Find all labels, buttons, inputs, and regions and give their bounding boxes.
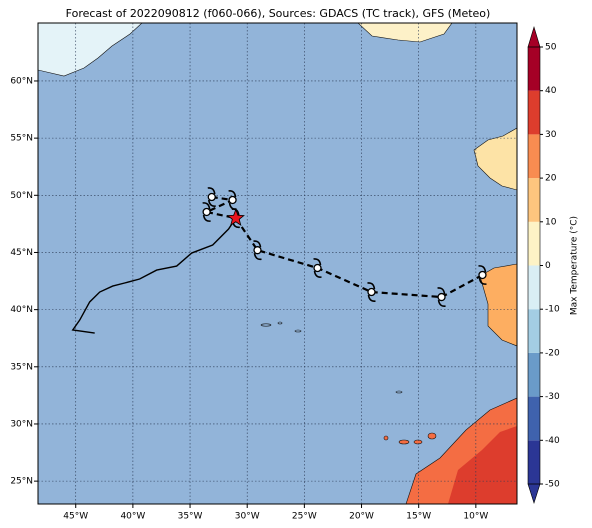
colorbar-tick-label: -50 — [545, 480, 560, 490]
colorbar-swatch — [528, 396, 540, 441]
y-tick-label: 30°N — [10, 419, 33, 429]
colorbar-tick-label: 30 — [545, 130, 557, 140]
colorbar-swatch — [528, 440, 540, 484]
colorbar-tick-label: 0 — [545, 261, 551, 271]
colorbar-swatch — [528, 352, 540, 397]
storm-arm — [253, 240, 262, 261]
y-tick-label: 40°N — [10, 305, 33, 315]
storm-symbol — [437, 287, 446, 307]
colorbar-swatch — [528, 134, 540, 179]
colorbar-swatch — [528, 309, 540, 353]
land — [38, 23, 517, 504]
colorbar-tick-label: 40 — [545, 86, 557, 96]
storm-symbol — [253, 240, 262, 261]
storm-eye — [478, 270, 487, 280]
storm-arm — [313, 258, 322, 278]
africa-hot — [448, 426, 517, 504]
storm-eye — [228, 195, 237, 205]
storm-arm — [437, 287, 446, 307]
current-position — [226, 208, 245, 226]
colorbar-tick-label: 50 — [545, 43, 557, 53]
storm-symbol — [207, 187, 216, 207]
ireland-uk — [473, 127, 517, 191]
colorbar-swatch — [528, 178, 540, 222]
ocean — [38, 23, 517, 504]
x-tick-label: 15°W — [406, 512, 431, 522]
colorbar-tick-label: -10 — [545, 305, 560, 315]
storm-symbol — [313, 258, 322, 278]
storm-eye — [207, 192, 216, 202]
colorbar-extend-low — [527, 483, 541, 504]
y-tick-label: 35°N — [10, 362, 33, 372]
x-tick-label: 10°W — [463, 512, 488, 522]
colorbar-swatch — [528, 47, 540, 91]
storm-symbol — [478, 265, 487, 285]
storm-symbol — [367, 282, 376, 302]
colorbar-swatch — [528, 90, 540, 135]
colorbar-tick-label: -40 — [545, 436, 560, 446]
y-tick-label: 60°N — [10, 76, 33, 86]
y-tick-label: 25°N — [10, 477, 33, 487]
storm-arm — [202, 202, 211, 222]
y-tick-label: 55°N — [10, 134, 33, 144]
colorbar-tick-label: -20 — [545, 348, 560, 358]
colorbar-tick-label: 10 — [545, 217, 557, 227]
colorbar-extend-high — [527, 25, 541, 48]
storm-eye — [367, 287, 376, 297]
storm-eye — [202, 207, 211, 217]
storm-arm — [207, 187, 216, 207]
storm-arm — [367, 282, 376, 302]
storm-eye — [253, 246, 262, 255]
storm-eye — [437, 292, 446, 302]
forecast-track — [203, 195, 483, 299]
x-tick-label: 20°W — [349, 512, 374, 522]
map-frame — [37, 22, 518, 505]
colorbar-label: Max Temperature (°C) — [570, 216, 580, 315]
x-tick-label: 25°W — [292, 512, 317, 522]
title: Forecast of 2022090812 (f060-066), Sourc… — [66, 7, 491, 20]
x-tick-label: 35°W — [178, 512, 203, 522]
storm-symbol — [202, 202, 211, 222]
colorbar-swatch — [528, 265, 540, 310]
iceland — [357, 23, 453, 43]
x-tick-label: 40°W — [120, 512, 145, 522]
observed-track — [71, 217, 237, 334]
colorbar-swatch — [528, 221, 540, 266]
storm-symbol — [228, 190, 237, 210]
storm-eye — [313, 263, 322, 273]
y-tick-label: 45°N — [10, 248, 33, 258]
islands — [260, 321, 437, 445]
y-tick-label: 50°N — [10, 191, 33, 201]
x-tick-label: 30°W — [235, 512, 260, 522]
greenland — [38, 23, 143, 77]
colorbar-tick-label: 20 — [545, 174, 557, 184]
iberia — [479, 263, 517, 347]
x-tick-label: 45°W — [63, 512, 88, 522]
colorbar-tick-label: -30 — [545, 392, 560, 402]
storm-arm — [478, 265, 487, 285]
